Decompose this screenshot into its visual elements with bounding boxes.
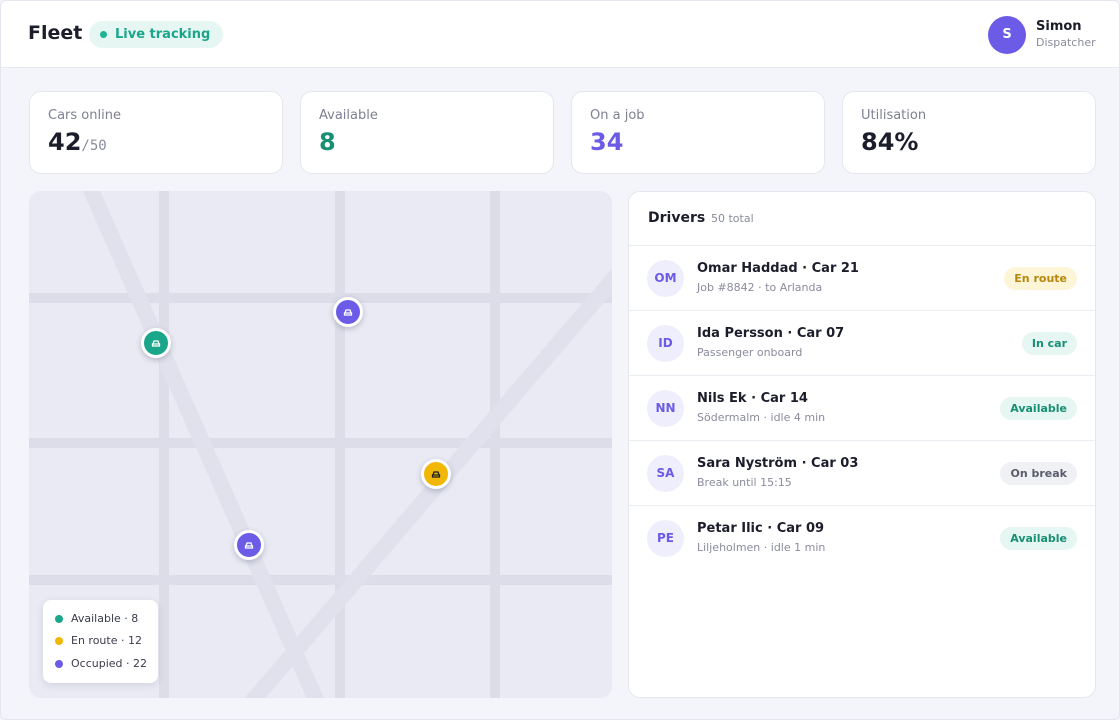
legend-item-occupied: Occupied · 22 (55, 656, 147, 672)
stat-on-a-job: On a job 34 (571, 91, 825, 174)
legend-item-en-route: En route · 12 (55, 633, 142, 649)
top-bar: Fleet Live tracking S Simon Dispatcher (1, 1, 1119, 68)
dot-icon (55, 637, 63, 645)
dot-icon (55, 660, 63, 668)
live-dot-icon (100, 31, 107, 38)
status-badge: In car (1021, 332, 1077, 355)
stat-value-number: 42 (48, 128, 82, 156)
driver-detail: Break until 15:15 (697, 476, 792, 489)
driver-detail: Liljeholmen · idle 1 min (697, 541, 826, 554)
fleet-map[interactable]: Available · 8 En route · 12 Occupied · 2… (29, 191, 612, 698)
driver-detail: Job #8842 · to Arlanda (697, 281, 823, 294)
car-icon (151, 340, 161, 347)
driver-avatar: SA (647, 455, 684, 492)
driver-name: Ida Persson · Car 07 (697, 326, 845, 341)
drivers-header: Drivers 50 total (629, 192, 1095, 246)
driver-name: Petar Ilic · Car 09 (697, 521, 825, 536)
driver-detail: Passenger onboard (697, 346, 803, 359)
live-tracking-label: Live tracking (115, 27, 211, 42)
driver-name: Sara Nyström · Car 03 (697, 456, 859, 471)
live-tracking-badge[interactable]: Live tracking (89, 21, 224, 48)
car-icon (431, 471, 441, 478)
status-badge: En route (1004, 267, 1077, 290)
status-badge: On break (1000, 462, 1077, 485)
stat-value: 8 (319, 128, 336, 156)
drivers-title: Drivers (648, 210, 706, 226)
brand-title: Fleet (28, 22, 83, 44)
stat-available: Available 8 (300, 91, 554, 174)
dot-icon (55, 615, 63, 623)
drivers-panel: Drivers 50 total OM Omar Haddad · Car 21… (628, 191, 1096, 698)
legend-label: Occupied · 22 (71, 657, 148, 670)
driver-row[interactable]: SA Sara Nyström · Car 03 Break until 15:… (629, 441, 1095, 506)
stat-label: Cars online (48, 108, 121, 123)
driver-row[interactable]: NN Nils Ek · Car 14 Södermalm · idle 4 m… (629, 376, 1095, 441)
legend-label: Available · 8 (71, 612, 139, 625)
user-name[interactable]: Simon (1036, 19, 1082, 34)
driver-name: Omar Haddad · Car 21 (697, 261, 859, 276)
driver-detail: Södermalm · idle 4 min (697, 411, 826, 424)
driver-row[interactable]: ID Ida Persson · Car 07 Passenger onboar… (629, 311, 1095, 376)
stat-utilisation: Utilisation 84% (842, 91, 1096, 174)
driver-avatar: ID (647, 325, 684, 362)
car-icon (343, 309, 353, 316)
car-icon (244, 542, 254, 549)
stat-label: Available (319, 108, 378, 123)
stat-value-total: /50 (81, 138, 107, 154)
stat-value: 34 (590, 128, 624, 156)
legend-label: En route · 12 (71, 634, 142, 647)
stat-value: 84% (861, 128, 919, 156)
user-avatar[interactable]: S (988, 16, 1026, 54)
car-pin-occupied[interactable] (333, 297, 363, 327)
stat-label: On a job (590, 108, 645, 123)
stat-label: Utilisation (861, 108, 927, 123)
driver-avatar: PE (647, 520, 684, 557)
user-role: Dispatcher (1036, 36, 1096, 49)
map-legend: Available · 8 En route · 12 Occupied · 2… (43, 600, 158, 683)
driver-row[interactable]: OM Omar Haddad · Car 21 Job #8842 · to A… (629, 246, 1095, 311)
car-pin-en-route[interactable] (421, 459, 451, 489)
drivers-count: 50 total (711, 212, 754, 225)
status-badge: Available (1000, 527, 1077, 550)
map-streets (29, 191, 612, 698)
driver-name: Nils Ek · Car 14 (697, 391, 808, 406)
status-badge: Available (1000, 397, 1077, 420)
driver-avatar: OM (647, 260, 684, 297)
stat-value: 42/50 (48, 128, 107, 156)
driver-row[interactable]: PE Petar Ilic · Car 09 Liljeholmen · idl… (629, 506, 1095, 571)
legend-item-available: Available · 8 (55, 611, 138, 627)
driver-avatar: NN (647, 390, 684, 427)
car-pin-occupied[interactable] (234, 530, 264, 560)
stat-cars-online: Cars online 42/50 (29, 91, 283, 174)
car-pin-available[interactable] (141, 328, 171, 358)
